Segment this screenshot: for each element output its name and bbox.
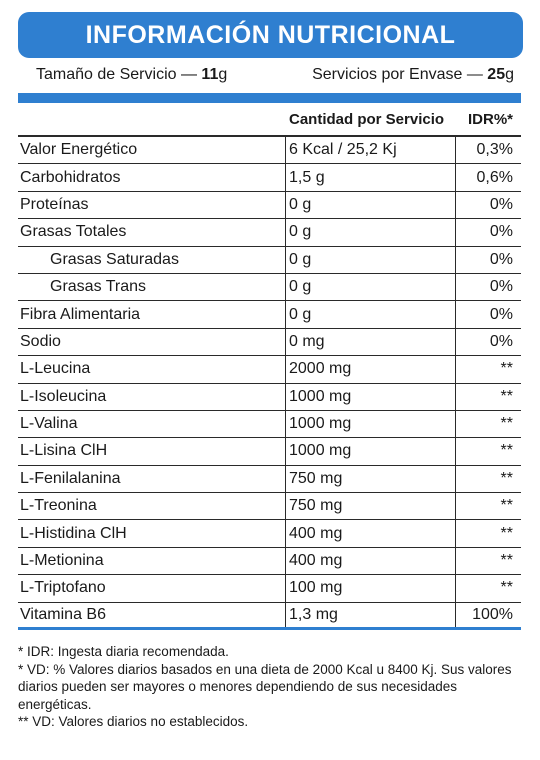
nutrient-amount: 1000 mg bbox=[286, 438, 456, 465]
table-row: Valor Energético 6 Kcal / 25,2 Kj 0,3% bbox=[18, 137, 521, 165]
footnote-vd: * VD: % Valores diarios basados en una d… bbox=[18, 661, 512, 712]
nutrient-amount: 0 g bbox=[286, 273, 456, 301]
table-header-row: Cantidad por Servicio IDR%* bbox=[18, 103, 521, 137]
table-row: Fibra Alimentaria 0 g 0% bbox=[18, 301, 521, 329]
servings-per-container: Servicios por Envase — 25g bbox=[312, 66, 514, 84]
nutrient-name: Vitamina B6 bbox=[18, 602, 286, 628]
footnote-vd-not-established: ** VD: Valores diarios no establecidos. bbox=[18, 714, 249, 729]
table-row: Vitamina B6 1,3 mg 100% bbox=[18, 602, 521, 631]
column-header-amount: Cantidad por Servicio bbox=[289, 110, 445, 128]
nutrient-name: L-Valina bbox=[18, 410, 286, 438]
table-row: L-Metionina 400 mg ** bbox=[18, 547, 521, 576]
serving-size: Tamaño de Servicio — 11g bbox=[36, 66, 227, 84]
table-top-divider bbox=[18, 93, 521, 103]
header-empty-cell bbox=[18, 103, 286, 135]
table-body: Valor Energético 6 Kcal / 25,2 Kj 0,3% Carb… bbox=[18, 137, 521, 631]
nutrient-name: Grasas Trans bbox=[18, 273, 286, 301]
nutrient-amount: 0 mg bbox=[286, 328, 456, 356]
table-row: L-Isoleucina 1000 mg ** bbox=[18, 383, 521, 411]
nutrient-name: L-Histidina ClH bbox=[18, 520, 286, 547]
nutrient-amount: 0 g bbox=[286, 246, 456, 273]
nutrient-idr: 0% bbox=[489, 250, 513, 268]
nutrient-name: Carbohidratos bbox=[18, 164, 286, 191]
nutrient-name: L-Lisina ClH bbox=[18, 438, 286, 465]
nutrient-amount: 100 mg bbox=[286, 575, 456, 602]
nutrient-name: Valor Energético bbox=[18, 137, 286, 164]
nutrient-amount: 1000 mg bbox=[286, 410, 456, 438]
nutrient-idr: 100% bbox=[472, 605, 513, 623]
nutrient-idr: ** bbox=[500, 497, 513, 515]
nutrition-table: Cantidad por Servicio IDR%* Valor Energé… bbox=[18, 103, 521, 631]
nutrient-name: L-Metionina bbox=[18, 547, 286, 575]
table-row: L-Treonina 750 mg ** bbox=[18, 493, 521, 521]
page-title: INFORMACIÓN NUTRICIONAL bbox=[85, 20, 456, 49]
nutrient-amount: 400 mg bbox=[286, 547, 456, 575]
table-row: Grasas Totales 0 g 0% bbox=[18, 219, 521, 247]
nutrient-idr: ** bbox=[500, 360, 513, 378]
footnote-idr: * IDR: Ingesta diaria recomendada. bbox=[18, 644, 229, 659]
nutrient-amount: 750 mg bbox=[286, 493, 456, 520]
nutrient-name: Sodio bbox=[18, 328, 286, 356]
nutrient-amount: 0 g bbox=[286, 301, 456, 328]
nutrient-amount: 1,3 mg bbox=[286, 602, 456, 628]
serving-size-value: 11 bbox=[201, 66, 219, 83]
nutrient-name: L-Triptofano bbox=[18, 575, 286, 602]
nutrient-idr: ** bbox=[500, 442, 513, 460]
nutrient-amount: 2000 mg bbox=[286, 356, 456, 383]
nutrient-idr: 0% bbox=[489, 332, 513, 350]
table-row: L-Lisina ClH 1000 mg ** bbox=[18, 438, 521, 466]
footnotes: * IDR: Ingesta diaria recomendada. * VD:… bbox=[18, 643, 523, 731]
table-row: Grasas Saturadas 0 g 0% bbox=[18, 246, 521, 274]
nutrient-idr: 0% bbox=[489, 278, 513, 296]
nutrient-name: L-Treonina bbox=[18, 493, 286, 520]
table-row: L-Fenilalanina 750 mg ** bbox=[18, 465, 521, 494]
nutrient-name: Proteínas bbox=[18, 191, 286, 219]
serving-size-unit: g bbox=[218, 66, 228, 83]
nutrient-idr: 0,3% bbox=[476, 141, 513, 159]
nutrient-amount: 400 mg bbox=[286, 520, 456, 547]
nutrient-idr: ** bbox=[500, 415, 513, 433]
nutrient-amount: 0 g bbox=[286, 219, 456, 246]
table-row: L-Histidina ClH 400 mg ** bbox=[18, 520, 521, 548]
serving-size-label: Tamaño de Servicio — bbox=[36, 66, 197, 83]
column-header-idr: IDR%* bbox=[467, 110, 513, 128]
nutrient-amount: 0 g bbox=[286, 191, 456, 219]
nutrient-idr: 0% bbox=[489, 195, 513, 213]
nutrient-idr: 0,6% bbox=[476, 168, 513, 186]
table-row: L-Leucina 2000 mg ** bbox=[18, 356, 521, 384]
nutrient-name: Fibra Alimentaria bbox=[18, 301, 286, 328]
nutrient-name: Grasas Totales bbox=[18, 219, 286, 246]
table-row: L-Triptofano 100 mg ** bbox=[18, 575, 521, 603]
nutrient-idr: 0% bbox=[489, 223, 513, 241]
table-row: Sodio 0 mg 0% bbox=[18, 328, 521, 357]
nutrient-idr: ** bbox=[500, 387, 513, 405]
table-row: Grasas Trans 0 g 0% bbox=[18, 273, 521, 302]
table-row: Carbohidratos 1,5 g 0,6% bbox=[18, 164, 521, 192]
table-row: L-Valina 1000 mg ** bbox=[18, 410, 521, 439]
nutrient-name: Grasas Saturadas bbox=[18, 246, 286, 273]
nutrient-amount: 1,5 g bbox=[286, 164, 456, 191]
servings-per-container-unit: g bbox=[505, 66, 514, 83]
nutrient-amount: 1000 mg bbox=[286, 383, 456, 410]
nutrient-amount: 6 Kcal / 25,2 Kj bbox=[286, 137, 456, 164]
servings-per-container-value: 25 bbox=[487, 66, 506, 83]
nutrient-name: L-Fenilalanina bbox=[18, 465, 286, 493]
nutrient-idr: ** bbox=[500, 579, 513, 597]
servings-per-container-label: Servicios por Envase — bbox=[312, 66, 483, 83]
table-row: Proteínas 0 g 0% bbox=[18, 191, 521, 220]
title-banner: INFORMACIÓN NUTRICIONAL bbox=[18, 12, 523, 58]
nutrient-name: L-Isoleucina bbox=[18, 383, 286, 410]
nutrient-idr: ** bbox=[500, 524, 513, 542]
nutrient-name: L-Leucina bbox=[18, 356, 286, 383]
serving-info: Tamaño de Servicio — 11g Servicios por E… bbox=[36, 66, 514, 84]
nutrient-idr: ** bbox=[500, 552, 513, 570]
nutrient-idr: 0% bbox=[489, 305, 513, 323]
nutrient-idr: ** bbox=[500, 469, 513, 487]
nutrient-amount: 750 mg bbox=[286, 465, 456, 493]
